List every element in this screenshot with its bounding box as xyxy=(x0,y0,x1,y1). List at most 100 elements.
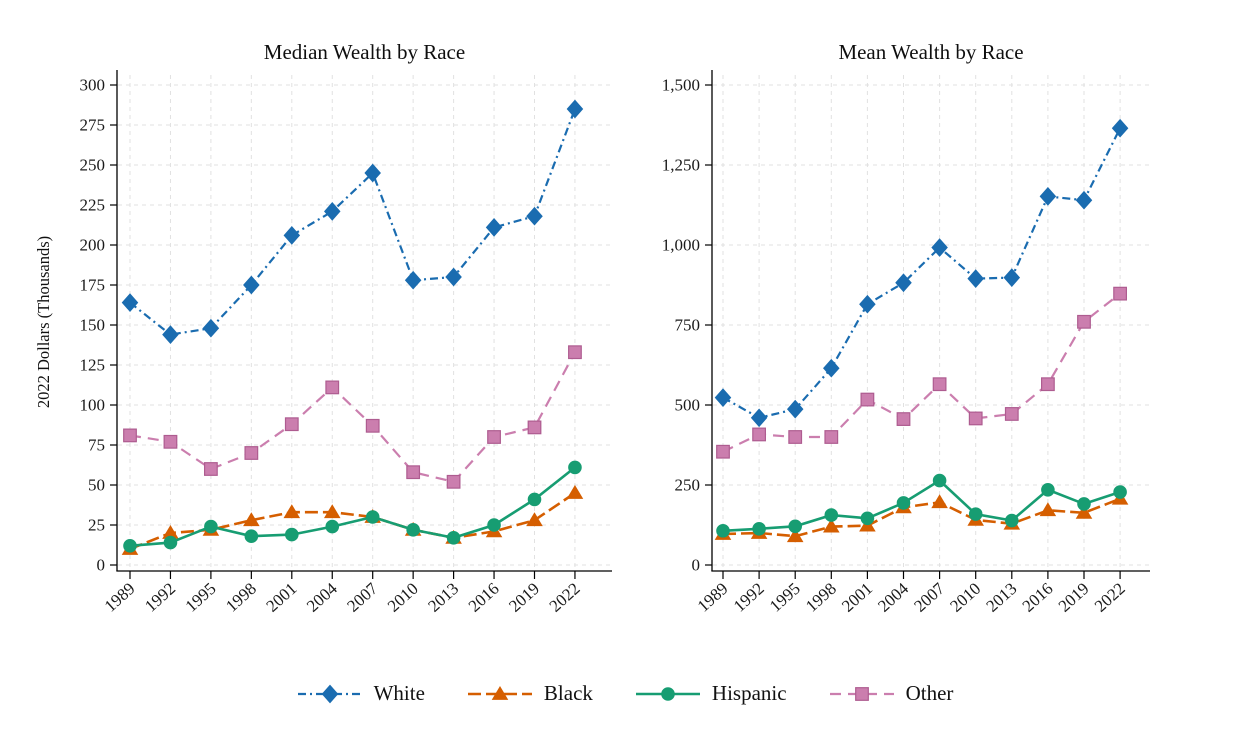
diamond-marker xyxy=(445,267,462,287)
triangle-marker xyxy=(823,518,840,533)
square-marker xyxy=(365,418,380,433)
triangle-marker xyxy=(243,512,260,527)
legend-item-other: Other xyxy=(829,681,954,706)
diamond-marker xyxy=(162,325,179,344)
circle-marker xyxy=(661,686,675,701)
x-tick-label: 2010 xyxy=(384,579,422,616)
square-marker xyxy=(1113,286,1128,301)
square-marker xyxy=(163,434,178,449)
diamond-marker xyxy=(1111,118,1129,138)
y-tick-label: 500 xyxy=(675,396,701,415)
square-marker xyxy=(824,430,839,444)
circle-marker xyxy=(1005,513,1019,528)
y-tick-label: 275 xyxy=(80,116,106,135)
diamond-marker xyxy=(1003,268,1021,287)
triangle-marker xyxy=(1039,502,1057,517)
x-tick-label: 2022 xyxy=(546,579,584,616)
square-marker xyxy=(487,430,501,444)
y-tick-label: 1,250 xyxy=(662,156,700,175)
diamond-marker xyxy=(202,318,220,338)
series-other xyxy=(123,345,582,489)
y-tick-label: 125 xyxy=(80,356,106,375)
circle-marker xyxy=(860,511,875,526)
square-marker xyxy=(1077,314,1091,329)
square-marker xyxy=(1040,377,1055,392)
y-tick-label: 750 xyxy=(675,316,701,335)
square-marker xyxy=(204,462,218,476)
circle-marker xyxy=(752,522,766,536)
y-tick-label: 0 xyxy=(97,556,106,575)
legend-label: Other xyxy=(905,681,954,705)
y-tick-label: 175 xyxy=(80,276,106,295)
circle-icon xyxy=(635,686,700,701)
diamond-marker xyxy=(566,99,584,119)
circle-marker xyxy=(896,496,911,510)
circle-marker xyxy=(716,523,730,538)
diamond-marker xyxy=(243,275,260,295)
y-tick-label: 250 xyxy=(675,476,701,495)
circle-marker xyxy=(163,535,178,550)
triangle-marker xyxy=(491,685,509,700)
diamond-marker xyxy=(321,684,338,703)
triangle-marker xyxy=(323,504,341,519)
y-tick-label: 300 xyxy=(80,76,106,95)
x-tick-label: 2016 xyxy=(1019,579,1057,616)
diamond-marker xyxy=(859,294,876,314)
x-tick-label: 2019 xyxy=(1055,579,1093,616)
square-marker xyxy=(123,428,137,443)
diamond-marker xyxy=(1075,190,1093,210)
diamond-marker xyxy=(283,226,301,245)
x-tick-label: 2022 xyxy=(1091,579,1129,616)
x-tick-label: 1989 xyxy=(694,579,732,616)
x-tick-label: 2013 xyxy=(424,579,462,616)
mean-chart: 0 250 500 750 1,000 1,250 1,500 198919921995199… xyxy=(662,70,1150,616)
circle-marker xyxy=(1077,497,1091,511)
diamond-marker xyxy=(823,358,840,378)
y-tick-label: 25 xyxy=(88,516,105,535)
legend-label: Hispanic xyxy=(711,681,787,705)
circle-marker xyxy=(1041,483,1055,497)
series-other xyxy=(716,286,1128,459)
triangle-marker xyxy=(931,494,948,509)
x-tick-label: 2007 xyxy=(343,579,381,616)
diamond-marker xyxy=(714,388,732,407)
diamond-marker xyxy=(364,163,381,183)
square-marker xyxy=(752,427,766,442)
x-tick-label: 2001 xyxy=(262,579,300,616)
square-marker xyxy=(716,444,730,459)
circle-marker xyxy=(568,460,582,475)
square-marker xyxy=(854,686,869,701)
circle-marker xyxy=(406,523,420,537)
circle-marker xyxy=(1113,485,1127,499)
square-marker xyxy=(896,412,911,426)
legend-item-black: Black xyxy=(467,681,593,706)
diamond-marker xyxy=(931,238,948,257)
y-tick-label: 200 xyxy=(80,236,106,255)
x-tick-label: 1998 xyxy=(222,579,260,616)
triangle-marker xyxy=(283,504,301,519)
triangle-marker xyxy=(566,485,584,499)
x-tick-label: 2016 xyxy=(465,579,503,616)
square-marker xyxy=(446,474,461,489)
triangle-marker xyxy=(786,528,804,543)
x-tick-label: 1989 xyxy=(101,579,139,616)
circle-marker xyxy=(204,519,218,534)
x-tick-label: 2004 xyxy=(874,579,912,616)
diamond-marker xyxy=(750,408,768,428)
legend-label: Black xyxy=(543,681,593,705)
series-black xyxy=(714,490,1129,543)
x-tick-label: 2007 xyxy=(910,579,948,616)
legend-item-white: White xyxy=(297,681,425,706)
x-tick-label: 2013 xyxy=(982,579,1020,616)
circle-marker xyxy=(487,518,501,532)
square-marker xyxy=(788,430,803,444)
x-tick-label: 2010 xyxy=(946,579,984,616)
triangle-icon xyxy=(467,685,532,700)
circle-marker xyxy=(123,539,137,553)
diamond-marker xyxy=(404,270,422,290)
legend-label: White xyxy=(373,681,425,705)
y-tick-label: 1,500 xyxy=(662,76,700,95)
series-black xyxy=(121,485,584,555)
square-marker xyxy=(244,446,259,460)
